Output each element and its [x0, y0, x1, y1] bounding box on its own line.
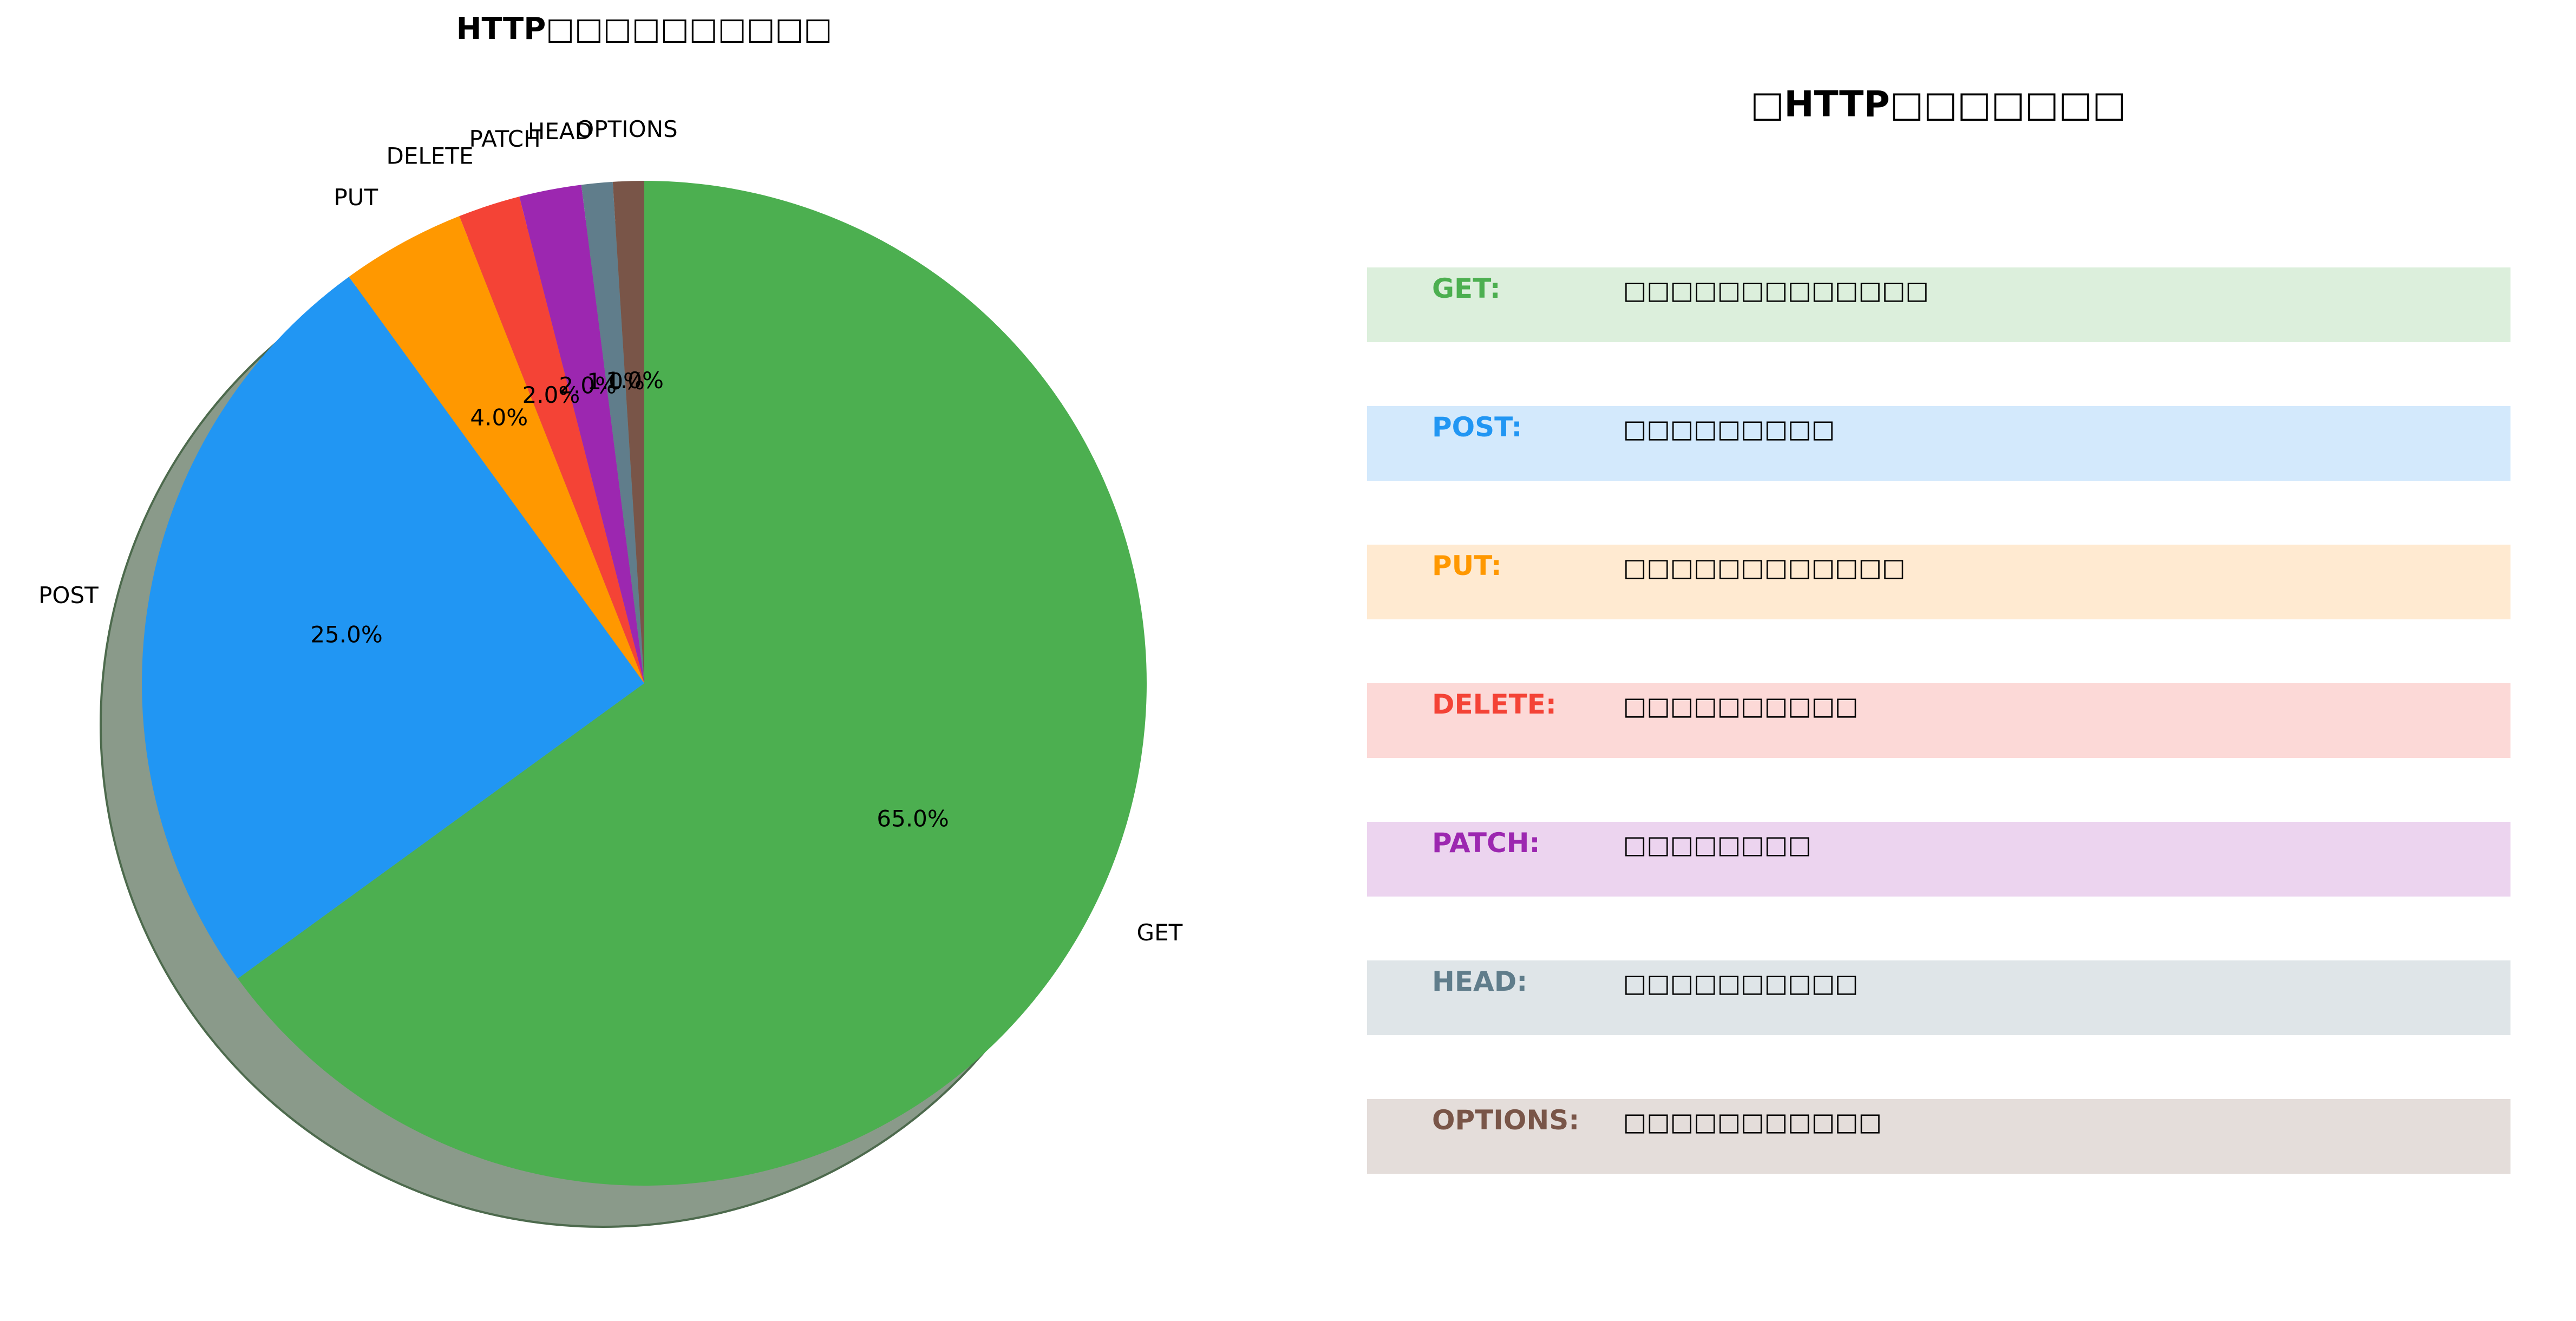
method-description: □□□□□□□□□□□□□ — [1623, 276, 1929, 305]
method-name: DELETE: — [1432, 689, 1557, 720]
method-row: GET: □□□□□□□□□□□□□ — [1367, 267, 2510, 342]
method-row-background — [1367, 267, 2510, 342]
slice-percent-delete: 2.0% — [522, 382, 580, 408]
pie-slice-patch — [519, 185, 644, 683]
method-name: POST: — [1432, 411, 1522, 443]
method-name: PUT: — [1432, 550, 1502, 581]
method-row: HEAD: □□□□□□□□□□ — [1367, 960, 2510, 1035]
slice-percent-put: 4.0% — [470, 404, 528, 431]
method-name: OPTIONS: — [1432, 1104, 1579, 1136]
slice-label-head: HEAD — [528, 118, 592, 145]
pie-labels: GET 65.0% POST 25.0% PUT 4.0% DELETE 2.0% PATCH 2… — [38, 116, 1183, 946]
method-row: DELETE: □□□□□□□□□□ — [1367, 683, 2510, 758]
method-description: □□□□□□□□□□□□ — [1623, 553, 1906, 582]
pie-chart: HTTP□□□□□□□□□□ GET 65.0% POST 25.0% PUT 4.0% D… — [38, 11, 1183, 1228]
method-row: OPTIONS: □□□□□□□□□□□ — [1367, 1099, 2510, 1174]
slice-label-post: POST — [38, 582, 99, 609]
slice-label-get: GET — [1137, 919, 1183, 946]
method-row-background — [1367, 683, 2510, 758]
pie-slice-head — [581, 181, 644, 684]
method-name: PATCH: — [1432, 827, 1540, 859]
slice-label-put: PUT — [334, 184, 378, 211]
pie-slices — [142, 181, 1147, 1186]
method-row: PUT: □□□□□□□□□□□□ — [1367, 545, 2510, 619]
panel-title: □HTTP□□□□□□□ — [1750, 83, 2126, 125]
slice-percent-patch: 2.0% — [559, 372, 617, 399]
method-info-panel: □HTTP□□□□□□□ GET: □□□□□□□□□□□□□ POST: □□□□□… — [1367, 83, 2510, 1174]
method-description: □□□□□□□□□□□ — [1623, 1107, 1882, 1136]
method-rows: GET: □□□□□□□□□□□□□ POST: □□□□□□□□□ PUT: □□□□□… — [1367, 267, 2510, 1174]
method-name: GET: — [1432, 273, 1501, 304]
pie-slice-delete — [459, 197, 644, 684]
method-name: HEAD: — [1432, 966, 1527, 997]
pie-slice-options — [612, 181, 644, 683]
slice-label-delete: DELETE — [387, 143, 474, 169]
slice-label-options: OPTIONS — [576, 116, 678, 142]
method-description: □□□□□□□□ — [1623, 830, 1812, 859]
slice-percent-get: 65.0% — [877, 805, 949, 832]
slice-percent-post: 25.0% — [310, 621, 382, 648]
pie-slice-get — [238, 181, 1147, 1186]
slice-label-patch: PATCH — [469, 126, 541, 152]
slice-percent-options: 1.0% — [606, 367, 664, 394]
method-description: □□□□□□□□□□ — [1623, 691, 1859, 721]
pie-slice-post — [142, 277, 644, 979]
method-row-background — [1367, 545, 2510, 619]
method-row: PATCH: □□□□□□□□ — [1367, 822, 2510, 897]
pie-slice-put — [349, 216, 644, 683]
pie-chart-title: HTTP□□□□□□□□□□ — [456, 11, 833, 47]
method-row-background — [1367, 406, 2510, 481]
method-row: POST: □□□□□□□□□ — [1367, 406, 2510, 481]
method-row-background — [1367, 960, 2510, 1035]
method-description: □□□□□□□□□□ — [1623, 969, 1859, 998]
slice-percent-head: 1.0% — [587, 368, 645, 395]
method-row-background — [1367, 1099, 2510, 1174]
method-row-background — [1367, 822, 2510, 897]
method-description: □□□□□□□□□ — [1623, 414, 1835, 443]
